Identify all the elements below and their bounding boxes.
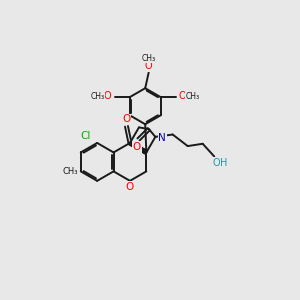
Text: O: O (133, 142, 141, 152)
Text: CH₃: CH₃ (90, 92, 104, 100)
Text: Cl: Cl (80, 131, 90, 142)
Text: N: N (158, 133, 166, 143)
Text: H: H (220, 158, 228, 168)
Text: CH₃: CH₃ (141, 54, 155, 63)
Text: CH₃: CH₃ (63, 167, 78, 176)
Text: O: O (126, 182, 134, 192)
Text: O: O (144, 61, 152, 71)
Text: O: O (122, 114, 130, 124)
Text: O: O (103, 91, 111, 101)
Text: O: O (213, 158, 220, 168)
Text: O: O (179, 91, 187, 101)
Text: CH₃: CH₃ (185, 92, 200, 100)
